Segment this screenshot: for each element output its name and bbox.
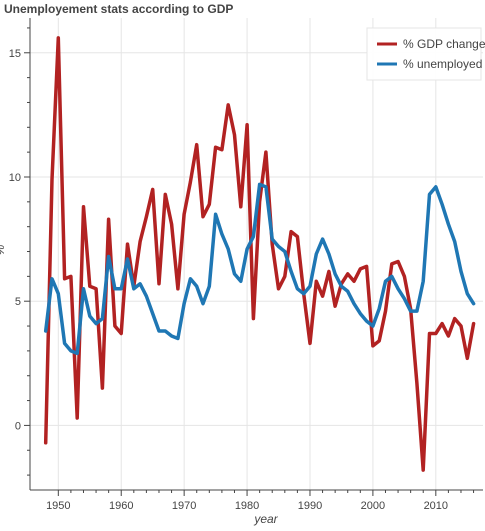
chart-title: Unemployement stats according to GDP <box>4 2 234 16</box>
unemployed-line <box>43 182 476 356</box>
x-tick-label: 2000 <box>361 500 385 512</box>
y-tick-label: 0 <box>15 420 21 432</box>
legend-label-gdp: % GDP change <box>403 37 485 51</box>
y-tick-label: 15 <box>9 48 21 60</box>
x-tick-label: 1970 <box>172 500 196 512</box>
legend-box <box>366 27 482 81</box>
x-tick-label: 1980 <box>235 500 259 512</box>
x-tick-label: 1990 <box>298 500 322 512</box>
y-tick-label: 10 <box>9 172 21 184</box>
y-tick-label: 5 <box>15 296 21 308</box>
legend-label-unemployed: % unemployed <box>403 57 482 71</box>
x-tick-label: 1950 <box>46 500 70 512</box>
axis-ticks: 1950 1960 1970 1980 1990 2000 2010 0 5 10 15 <box>9 27 475 512</box>
y-axis-label: % <box>0 244 7 255</box>
x-tick-label: 1960 <box>109 500 133 512</box>
gdp-change-line <box>43 36 476 472</box>
x-tick-label: 2010 <box>424 500 448 512</box>
x-axis-label: year <box>253 512 278 526</box>
series-lines <box>43 36 476 472</box>
legend: % GDP change % unemployed <box>366 27 485 81</box>
